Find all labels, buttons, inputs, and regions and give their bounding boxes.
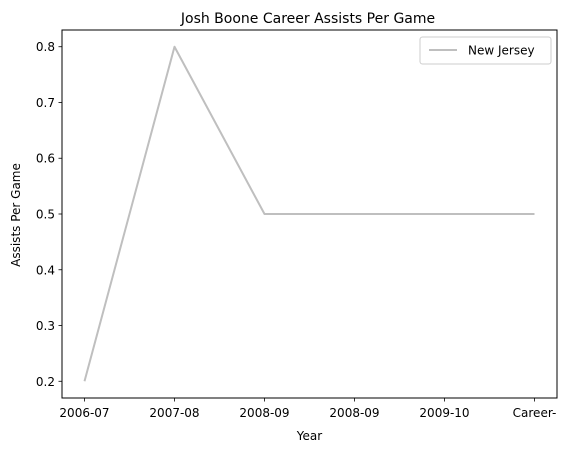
y-tick-label: 0.4 bbox=[36, 263, 55, 277]
x-tick-label: 2009-10 bbox=[419, 406, 469, 420]
y-tick-label: 0.6 bbox=[36, 152, 55, 166]
legend-box bbox=[419, 36, 552, 65]
x-tick-label: Career- bbox=[513, 406, 557, 420]
y-axis-label: Assists Per Game bbox=[9, 163, 23, 267]
x-tick-label: 2008-09 bbox=[239, 406, 289, 420]
y-tick-label: 0.8 bbox=[36, 40, 55, 54]
chart-title: Josh Boone Career Assists Per Game bbox=[180, 11, 435, 27]
series-line-new-jersey bbox=[83, 45, 535, 382]
legend: New Jersey bbox=[419, 36, 552, 65]
plot-frame bbox=[61, 29, 558, 399]
x-tick-label: 2006-07 bbox=[59, 406, 109, 420]
legend-label: New Jersey bbox=[468, 44, 535, 58]
x-tick-label: 2008-09 bbox=[329, 406, 379, 420]
x-axis-ticks: 2006-07 2007-08 2008-09 2008-09 2009-10 Caree… bbox=[59, 398, 556, 420]
y-tick-label: 0.3 bbox=[36, 319, 55, 333]
plot-area bbox=[83, 45, 535, 382]
y-tick-label: 0.7 bbox=[36, 96, 55, 110]
x-tick-label: 2007-08 bbox=[149, 406, 199, 420]
x-axis-label: Year bbox=[296, 429, 322, 443]
y-axis-ticks: 0.2 0.3 0.4 0.5 0.6 0.7 0.8 bbox=[36, 40, 62, 389]
y-tick-label: 0.5 bbox=[36, 208, 55, 222]
y-tick-label: 0.2 bbox=[36, 375, 55, 389]
